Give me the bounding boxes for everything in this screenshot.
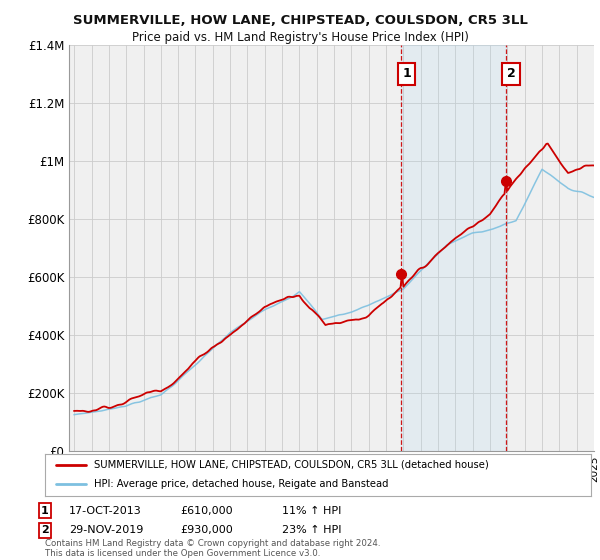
Text: HPI: Average price, detached house, Reigate and Banstead: HPI: Average price, detached house, Reig…	[94, 479, 389, 489]
Text: 17-OCT-2013: 17-OCT-2013	[69, 506, 142, 516]
Bar	[401, 45, 506, 451]
Text: 1: 1	[41, 506, 49, 516]
Text: 29-NOV-2019: 29-NOV-2019	[69, 525, 143, 535]
Text: 1: 1	[402, 67, 411, 80]
Text: SUMMERVILLE, HOW LANE, CHIPSTEAD, COULSDON, CR5 3LL (detached house): SUMMERVILLE, HOW LANE, CHIPSTEAD, COULSD…	[94, 460, 489, 470]
Text: 2: 2	[507, 67, 515, 80]
Text: 2: 2	[41, 525, 49, 535]
Text: SUMMERVILLE, HOW LANE, CHIPSTEAD, COULSDON, CR5 3LL: SUMMERVILLE, HOW LANE, CHIPSTEAD, COULSD…	[73, 14, 527, 27]
Text: Contains HM Land Registry data © Crown copyright and database right 2024.
This d: Contains HM Land Registry data © Crown c…	[45, 539, 380, 558]
Text: Price paid vs. HM Land Registry's House Price Index (HPI): Price paid vs. HM Land Registry's House …	[131, 31, 469, 44]
Text: £610,000: £610,000	[180, 506, 233, 516]
Text: 23% ↑ HPI: 23% ↑ HPI	[282, 525, 341, 535]
Text: 11% ↑ HPI: 11% ↑ HPI	[282, 506, 341, 516]
Text: £930,000: £930,000	[180, 525, 233, 535]
